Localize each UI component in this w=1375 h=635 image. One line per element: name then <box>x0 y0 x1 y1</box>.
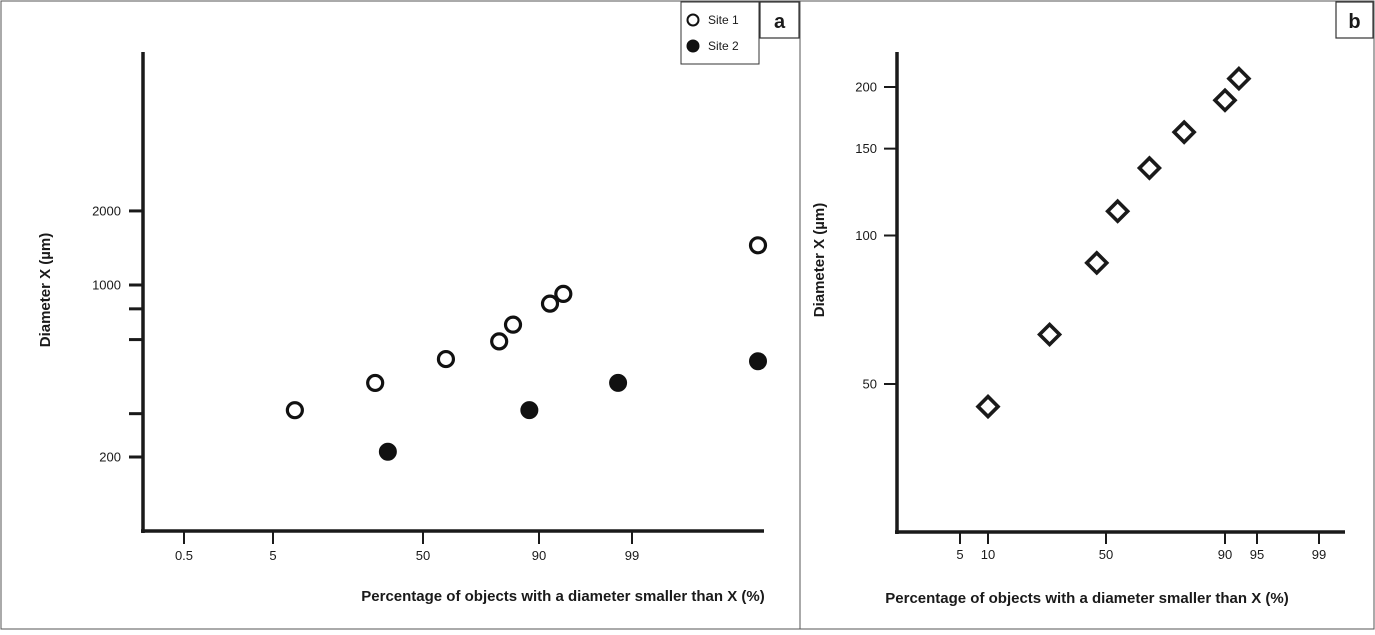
site-1-point <box>748 236 768 255</box>
panel-b-letter-box <box>1335 1 1374 39</box>
panel-b-x-ticks: 5 10 50 90 95 99 <box>956 532 1326 562</box>
diamond-point <box>975 394 1001 420</box>
x-tick-label: 90 <box>532 548 546 563</box>
site-2-point <box>378 442 397 461</box>
x-tick-label: 95 <box>1250 547 1264 562</box>
site-1-point <box>366 373 385 393</box>
x-tick-label: 10 <box>981 547 995 562</box>
panel-a-x-axis-title: Percentage of objects with a diameter sm… <box>361 588 764 605</box>
site-1-point <box>285 401 304 420</box>
y-tick-label: 200 <box>855 80 877 95</box>
panel-a: a Site 1 Site 2 200 1000 2000 0.5 5 50 90 99 P… <box>37 1 800 605</box>
diamond-point <box>1105 198 1131 224</box>
y-tick-label: 100 <box>855 228 877 243</box>
y-tick-label: 50 <box>863 377 877 392</box>
y-tick-label: 1000 <box>92 278 121 293</box>
diamond-point <box>1084 250 1110 276</box>
legend-marker-site-1 <box>686 13 700 27</box>
diamond-point <box>1212 87 1238 113</box>
site-2-point <box>520 401 539 420</box>
panel-a-letter-box <box>759 1 800 39</box>
panel-b-data-points <box>975 66 1252 420</box>
panel-a-letter: a <box>774 11 786 33</box>
panel-b-y-ticks: 50 100 150 200 <box>855 80 897 392</box>
panel-a-y-axis-title: Diameter X (µm) <box>37 233 54 348</box>
x-tick-label: 0.5 <box>175 548 193 563</box>
panel-b: b 50 100 150 200 5 10 50 90 95 99 Percentage of … <box>811 1 1374 607</box>
y-tick-label: 2000 <box>92 203 121 218</box>
x-tick-label: 50 <box>416 548 430 563</box>
x-tick-label: 50 <box>1099 547 1113 562</box>
site-2-point <box>609 373 628 392</box>
panel-a-legend: Site 1 Site 2 <box>680 1 760 65</box>
y-tick-label: 200 <box>99 450 121 465</box>
site-1-point <box>503 315 523 334</box>
site-1-point <box>490 332 509 351</box>
legend-label-site-2: Site 2 <box>708 39 739 53</box>
panel-a-y-ticks: 200 1000 2000 <box>92 203 143 465</box>
legend-box <box>680 1 760 65</box>
site-2-point <box>749 352 767 371</box>
diamond-point <box>1226 66 1252 92</box>
legend-marker-site-2 <box>686 39 700 53</box>
x-tick-label: 99 <box>625 548 639 563</box>
site-1-point <box>436 349 456 369</box>
legend-label-site-1: Site 1 <box>708 13 739 27</box>
x-tick-label: 5 <box>269 548 276 563</box>
panel-b-y-axis-title: Diameter X (µm) <box>811 203 828 318</box>
x-tick-label: 99 <box>1312 547 1326 562</box>
panel-b-x-axis-title: Percentage of objects with a diameter sm… <box>885 590 1288 607</box>
y-tick-label: 150 <box>855 141 877 156</box>
x-tick-label: 90 <box>1218 547 1232 562</box>
x-tick-label: 5 <box>956 547 963 562</box>
site-1-point <box>554 284 573 304</box>
panel-a-data-points <box>285 236 768 461</box>
diamond-point <box>1037 321 1063 348</box>
site-1-point <box>540 294 560 313</box>
panel-b-letter: b <box>1348 11 1360 33</box>
diamond-point <box>1171 119 1197 145</box>
panel-a-x-ticks: 0.5 5 50 90 99 <box>175 531 639 563</box>
diamond-point <box>1136 155 1162 181</box>
